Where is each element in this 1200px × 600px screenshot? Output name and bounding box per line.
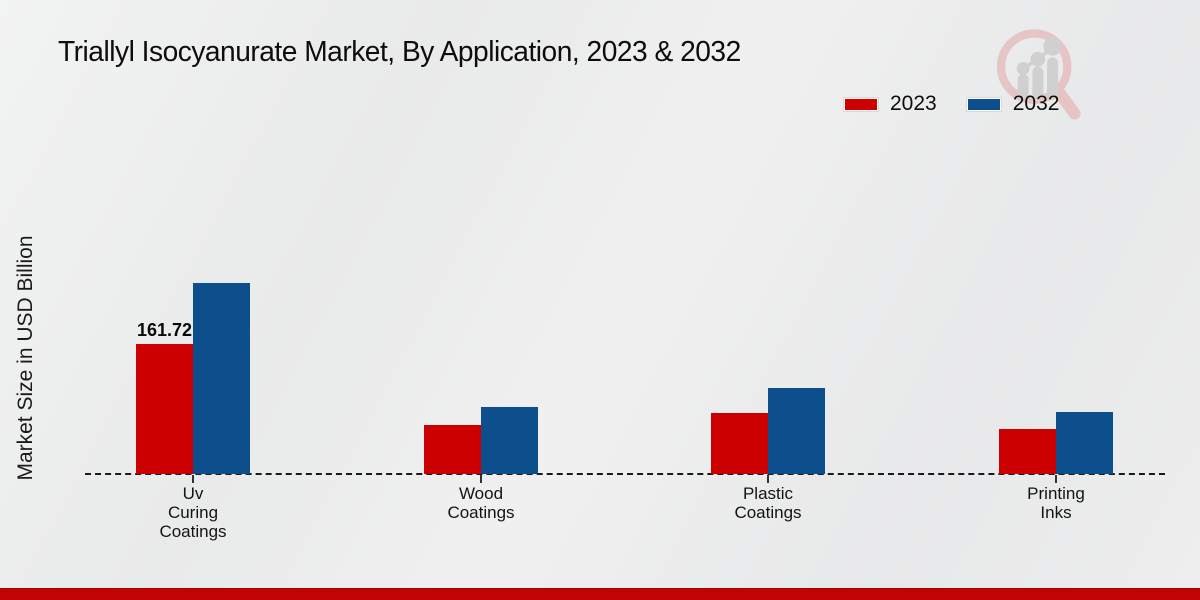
magnifier-bar-chart-logo-icon <box>996 29 1081 120</box>
bar-2023-plastic-coatings <box>711 413 768 474</box>
x-axis-label-uv-curing-coatings: Uv Curing Coatings <box>159 484 227 541</box>
legend-swatch-2032 <box>966 97 1001 111</box>
x-axis-label-printing-inks: Printing Inks <box>1027 484 1085 522</box>
bar-2032-uv-curing-coatings <box>193 283 250 474</box>
x-axis-tick-wood-coatings <box>480 475 482 483</box>
x-axis-label-plastic-coatings: Plastic Coatings <box>734 484 802 522</box>
bar-2032-wood-coatings <box>481 407 538 474</box>
legend-swatch-2023 <box>844 97 878 111</box>
bar-2023-uv-curing-coatings <box>136 344 193 474</box>
bar-2023-wood-coatings <box>424 425 481 474</box>
bar-2023-printing-inks <box>999 429 1056 474</box>
bar-2032-plastic-coatings <box>768 388 825 474</box>
chart-title: Triallyl Isocyanurate Market, By Applica… <box>58 36 741 68</box>
footer-red-strip <box>0 588 1200 600</box>
legend-label-2032: 2032 <box>1012 92 1060 115</box>
x-axis-baseline <box>85 473 1165 475</box>
legend-label-2023: 2023 <box>890 92 937 115</box>
bar-2032-printing-inks <box>1056 412 1113 474</box>
x-axis-tick-plastic-coatings <box>767 475 769 483</box>
x-axis-label-wood-coatings: Wood Coatings <box>447 484 515 522</box>
x-axis-tick-printing-inks <box>1055 475 1057 483</box>
data-label-2023-uv-curing-coatings: 161.72 <box>136 320 193 340</box>
legend-item-2023: 2023 <box>844 92 937 116</box>
legend-item-2032: 2032 <box>966 92 1060 116</box>
legend: 2023 2032 <box>844 92 1059 116</box>
x-axis-tick-uv-curing-coatings <box>192 475 194 483</box>
